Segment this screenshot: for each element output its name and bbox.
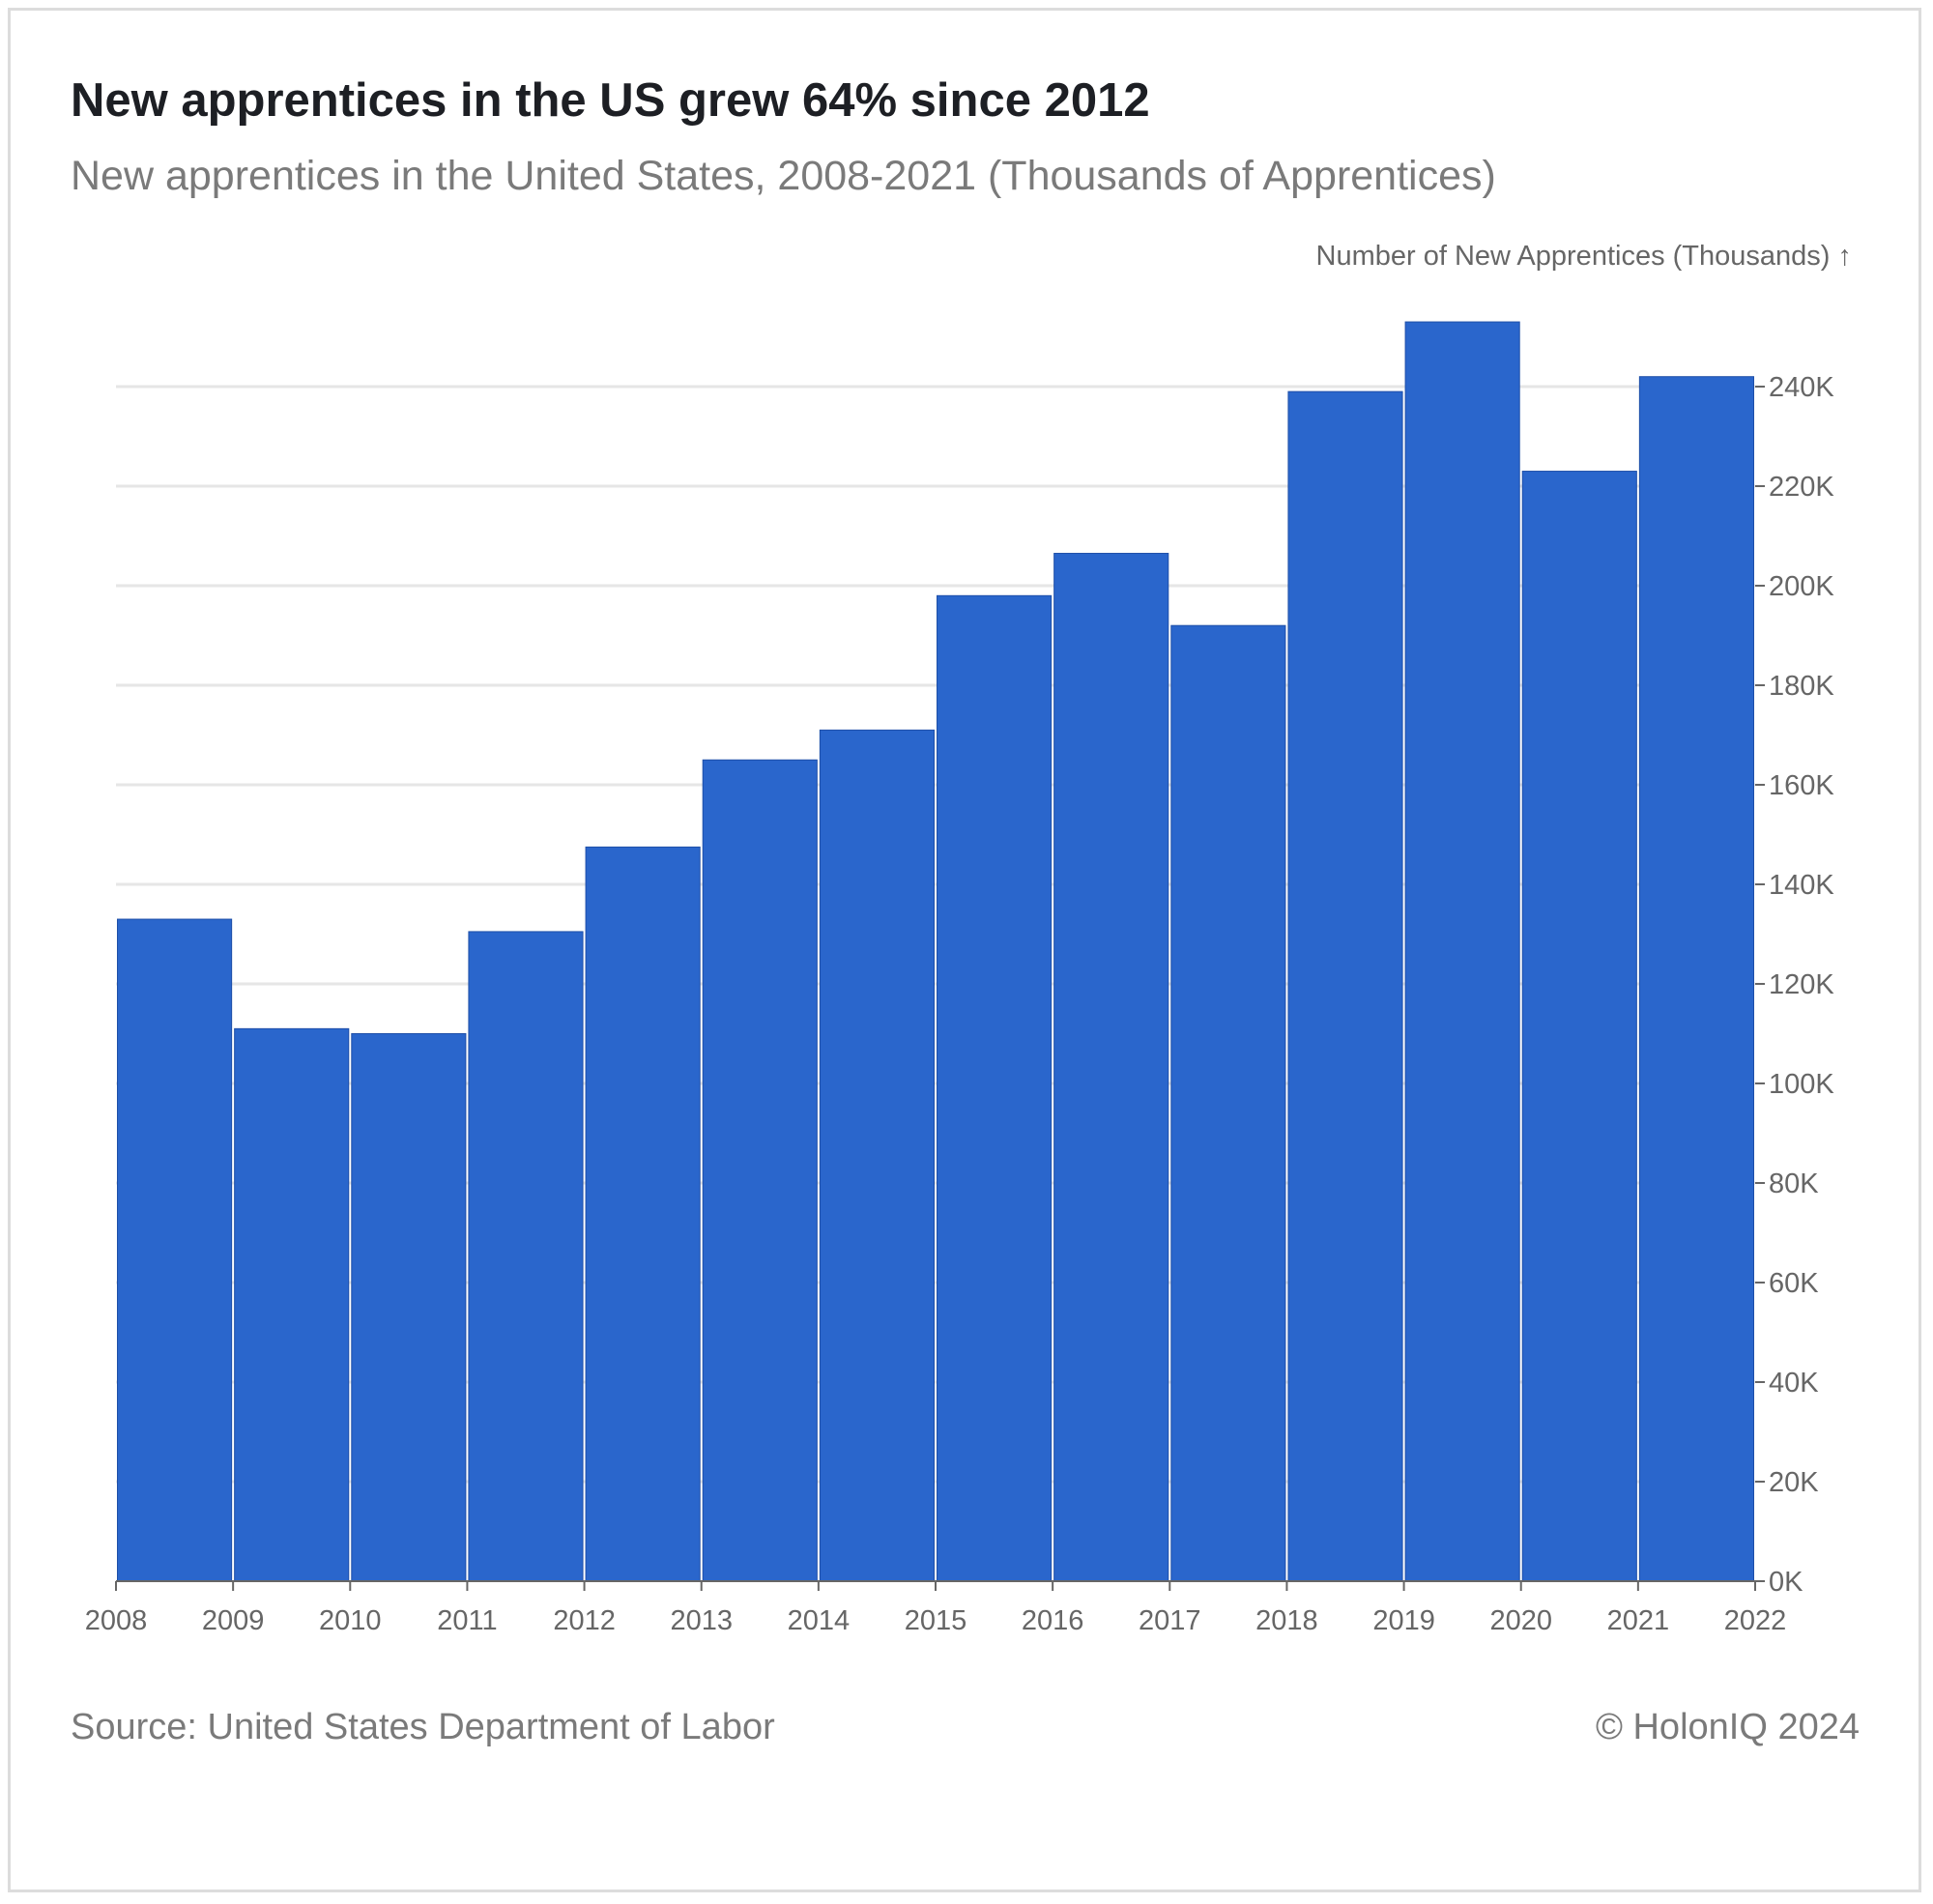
x-tick-label: 2010: [319, 1605, 382, 1636]
x-tick-label: 2009: [202, 1605, 265, 1636]
bar-2012: [585, 846, 701, 1582]
x-tick-label: 2011: [437, 1605, 497, 1636]
y-tick-label: 140K: [1769, 870, 1834, 901]
bar-2018: [1287, 390, 1403, 1582]
bar-2011: [468, 931, 584, 1582]
bar-2008: [117, 918, 233, 1582]
bar-2013: [702, 759, 818, 1582]
bar-2017: [1170, 624, 1286, 1582]
bar-2015: [937, 594, 1053, 1582]
x-tick-label: 2021: [1607, 1605, 1670, 1636]
x-tick-label: 2014: [788, 1605, 851, 1636]
copyright-note: © HolonIQ 2024: [1595, 1707, 1860, 1747]
y-tick-label: 100K: [1769, 1069, 1834, 1100]
y-tick-label: 180K: [1769, 671, 1834, 702]
y-tick-label: 220K: [1769, 472, 1834, 503]
source-note: Source: United States Department of Labo…: [71, 1707, 775, 1747]
y-tick-label: 80K: [1769, 1168, 1819, 1199]
x-tick-label: 2016: [1022, 1605, 1084, 1636]
y-tick-label: 40K: [1769, 1368, 1819, 1399]
axes: 0K 20K 40K 60K 80K 100K 120K 140K 160K 180K 200K 22…: [85, 372, 1835, 1636]
y-tick-label: 160K: [1769, 770, 1834, 801]
x-tick-label: 2008: [85, 1605, 148, 1636]
y-tick-label: 120K: [1769, 969, 1834, 1000]
x-tick-label: 2019: [1372, 1605, 1435, 1636]
bar-2009: [234, 1027, 350, 1582]
y-tick-label: 200K: [1769, 571, 1834, 602]
y-tick-label: 0K: [1769, 1567, 1803, 1598]
bar-2021: [1638, 376, 1755, 1582]
x-tick-label: 2020: [1489, 1605, 1552, 1636]
bar-2014: [819, 729, 935, 1582]
bar-2020: [1521, 471, 1637, 1582]
y-tick-label: 240K: [1769, 372, 1834, 403]
bar-2016: [1053, 553, 1169, 1582]
chart-subtitle: New apprentices in the United States, 20…: [71, 153, 1496, 199]
bar-2010: [351, 1033, 467, 1582]
x-tick-label: 2018: [1255, 1605, 1318, 1636]
x-tick-label: 2012: [553, 1605, 616, 1636]
chart-title: New apprentices in the US grew 64% since…: [71, 74, 1150, 127]
y-tick-label: 60K: [1769, 1268, 1819, 1299]
x-tick-label: 2022: [1724, 1605, 1787, 1636]
x-tick-label: 2013: [670, 1605, 733, 1636]
x-tick-label: 2017: [1139, 1605, 1201, 1636]
bar-2019: [1404, 321, 1520, 1582]
y-tick-label: 20K: [1769, 1467, 1819, 1498]
x-tick-label: 2015: [905, 1605, 967, 1636]
bars: [117, 321, 1755, 1582]
y-axis-label: Number of New Apprentices (Thousands) ↑: [1316, 241, 1852, 272]
